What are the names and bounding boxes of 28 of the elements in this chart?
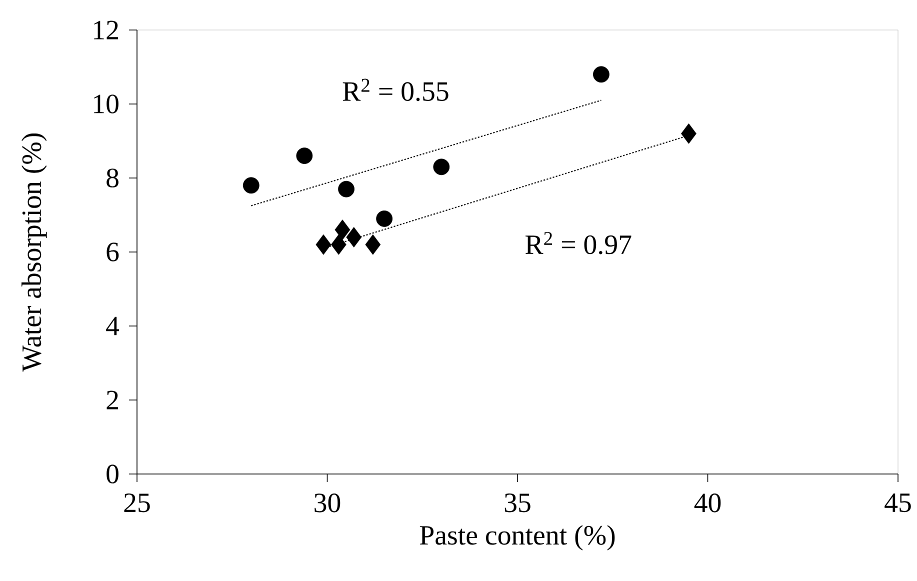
point [316,234,332,255]
point [330,234,346,255]
point [242,177,260,194]
point [376,210,393,227]
point [593,66,610,83]
y-tick-label: 2 [106,390,118,410]
point [681,123,696,144]
x-tick-label: 35 [504,494,530,512]
point [296,148,313,164]
point [346,227,362,248]
y-tick-label: 4 [106,316,120,336]
y-tick-label: 8 [106,168,118,188]
y-tick-label: 6 [106,242,119,262]
x-tick-label: 45 [884,494,911,512]
y-tick-label: 0 [106,464,118,484]
point [365,234,381,255]
point [334,220,350,240]
y-axis-title: Water absorption (%) [22,134,47,372]
y-tick-label: 12 [94,20,118,40]
annotation: R$^{2}$ = 0.97 [526,232,632,254]
point [433,158,450,176]
y-tick-label: 10 [94,94,118,114]
point [338,180,354,198]
x-axis-title: Paste content (%) [420,525,615,550]
x-tick-label: 30 [314,494,340,512]
x-tick-label: 25 [124,494,150,512]
annotation: R$^{2}$ = 0.55 [342,78,448,102]
x-tick-label: 40 [694,494,721,512]
